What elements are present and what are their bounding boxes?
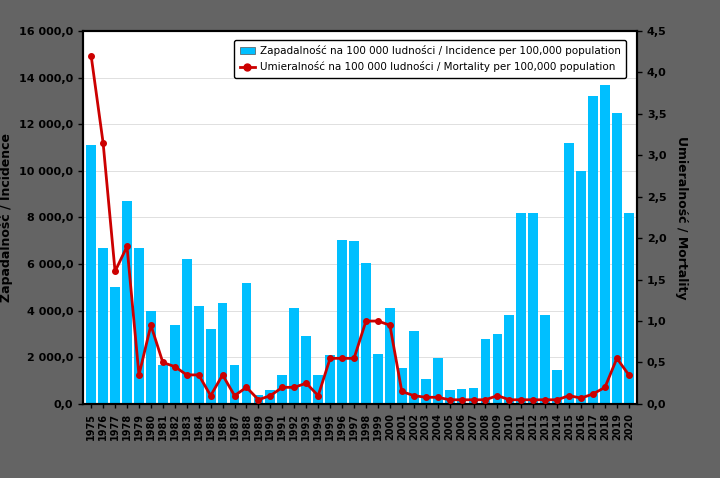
Umieralność na 100 000 ludności / Mortality per 100,000 population: [158, 359, 167, 365]
Bar: [134, 248, 144, 404]
Umieralność na 100 000 ludności / Mortality per 100,000 population: [242, 384, 251, 390]
Bar: [469, 388, 478, 404]
Bar: [230, 366, 240, 404]
Umieralność na 100 000 ludności / Mortality per 100,000 population: [338, 356, 346, 361]
Bar: [420, 380, 431, 404]
Bar: [516, 213, 526, 404]
Umieralność na 100 000 ludności / Mortality per 100,000 population: [314, 393, 323, 399]
Y-axis label: Umieralność / Mortality: Umieralność / Mortality: [675, 136, 688, 299]
Umieralność na 100 000 ludności / Mortality per 100,000 population: [385, 322, 394, 328]
Umieralność na 100 000 ludności / Mortality per 100,000 population: [194, 372, 203, 378]
Umieralność na 100 000 ludności / Mortality per 100,000 population: [469, 397, 478, 402]
Bar: [86, 145, 96, 404]
Umieralność na 100 000 ludności / Mortality per 100,000 population: [99, 140, 107, 146]
Bar: [266, 390, 275, 404]
Bar: [540, 315, 550, 404]
Bar: [110, 287, 120, 404]
Umieralność na 100 000 ludności / Mortality per 100,000 population: [374, 318, 382, 324]
Bar: [253, 395, 264, 404]
Bar: [480, 338, 490, 404]
Umieralność na 100 000 ludności / Mortality per 100,000 population: [505, 397, 513, 402]
Umieralność na 100 000 ludności / Mortality per 100,000 population: [122, 244, 131, 250]
Umieralność na 100 000 ludności / Mortality per 100,000 population: [457, 397, 466, 402]
Bar: [146, 311, 156, 404]
Umieralność na 100 000 ludności / Mortality per 100,000 population: [171, 364, 179, 369]
Umieralność na 100 000 ludności / Mortality per 100,000 population: [600, 384, 609, 390]
Umieralność na 100 000 ludności / Mortality per 100,000 population: [326, 356, 335, 361]
Bar: [528, 213, 538, 404]
Umieralność na 100 000 ludności / Mortality per 100,000 population: [361, 318, 370, 324]
Umieralność na 100 000 ludności / Mortality per 100,000 population: [111, 269, 120, 274]
Bar: [612, 113, 622, 404]
Bar: [600, 85, 610, 404]
Umieralność na 100 000 ludności / Mortality per 100,000 population: [266, 393, 275, 399]
Bar: [385, 308, 395, 404]
Umieralność na 100 000 ludności / Mortality per 100,000 population: [493, 393, 502, 399]
Umieralność na 100 000 ludności / Mortality per 100,000 population: [290, 384, 299, 390]
Umieralność na 100 000 ludności / Mortality per 100,000 population: [302, 380, 310, 386]
Bar: [277, 375, 287, 404]
Umieralność na 100 000 ludności / Mortality per 100,000 population: [421, 394, 430, 400]
Umieralność na 100 000 ludności / Mortality per 100,000 population: [397, 389, 406, 394]
Bar: [349, 241, 359, 404]
Umieralność na 100 000 ludności / Mortality per 100,000 population: [254, 397, 263, 402]
Line: Umieralność na 100 000 ludności / Mortality per 100,000 population: Umieralność na 100 000 ludności / Mortal…: [89, 53, 631, 402]
Umieralność na 100 000 ludności / Mortality per 100,000 population: [135, 372, 143, 378]
Bar: [337, 239, 347, 404]
Legend: Zapadalność na 100 000 ludności / Incidence per 100,000 population, Umieralność : Zapadalność na 100 000 ludności / Incide…: [234, 40, 626, 77]
Umieralność na 100 000 ludności / Mortality per 100,000 population: [147, 322, 156, 328]
Bar: [194, 306, 204, 404]
Bar: [588, 96, 598, 404]
Bar: [456, 389, 467, 404]
Bar: [505, 315, 514, 404]
Umieralność na 100 000 ludności / Mortality per 100,000 population: [541, 397, 549, 402]
Bar: [313, 375, 323, 404]
Bar: [325, 355, 335, 404]
Umieralność na 100 000 ludności / Mortality per 100,000 population: [577, 395, 585, 401]
Umieralność na 100 000 ludności / Mortality per 100,000 population: [350, 356, 359, 361]
Bar: [158, 366, 168, 404]
Umieralność na 100 000 ludności / Mortality per 100,000 population: [218, 372, 227, 378]
Bar: [397, 368, 407, 404]
Bar: [302, 337, 311, 404]
Bar: [289, 308, 300, 404]
Umieralność na 100 000 ludności / Mortality per 100,000 population: [624, 372, 633, 378]
Umieralność na 100 000 ludności / Mortality per 100,000 population: [481, 397, 490, 402]
Bar: [361, 263, 371, 404]
Bar: [552, 370, 562, 404]
Umieralność na 100 000 ludności / Mortality per 100,000 population: [445, 397, 454, 402]
Umieralność na 100 000 ludności / Mortality per 100,000 population: [517, 397, 526, 402]
Umieralność na 100 000 ludności / Mortality per 100,000 population: [589, 391, 598, 397]
Umieralność na 100 000 ludności / Mortality per 100,000 population: [553, 397, 562, 402]
Y-axis label: Zapadalność / Incidence: Zapadalność / Incidence: [0, 133, 13, 302]
Bar: [122, 201, 132, 404]
Bar: [182, 260, 192, 404]
Umieralność na 100 000 ludności / Mortality per 100,000 population: [278, 384, 287, 390]
Umieralność na 100 000 ludności / Mortality per 100,000 population: [613, 356, 621, 361]
Bar: [576, 171, 586, 404]
Bar: [242, 282, 251, 404]
Umieralność na 100 000 ludności / Mortality per 100,000 population: [529, 397, 538, 402]
Umieralność na 100 000 ludności / Mortality per 100,000 population: [87, 53, 96, 59]
Bar: [170, 325, 180, 404]
Bar: [433, 358, 443, 404]
Bar: [373, 354, 383, 404]
Bar: [445, 390, 454, 404]
Umieralność na 100 000 ludności / Mortality per 100,000 population: [230, 393, 239, 399]
Bar: [98, 248, 108, 404]
Bar: [564, 143, 574, 404]
Umieralność na 100 000 ludności / Mortality per 100,000 population: [433, 394, 442, 400]
Umieralność na 100 000 ludności / Mortality per 100,000 population: [207, 393, 215, 399]
Umieralność na 100 000 ludności / Mortality per 100,000 population: [182, 372, 191, 378]
Bar: [217, 303, 228, 404]
Bar: [624, 213, 634, 404]
Bar: [206, 329, 215, 404]
Umieralność na 100 000 ludności / Mortality per 100,000 population: [564, 393, 573, 399]
Bar: [409, 330, 418, 404]
Bar: [492, 334, 503, 404]
Umieralność na 100 000 ludności / Mortality per 100,000 population: [410, 393, 418, 399]
